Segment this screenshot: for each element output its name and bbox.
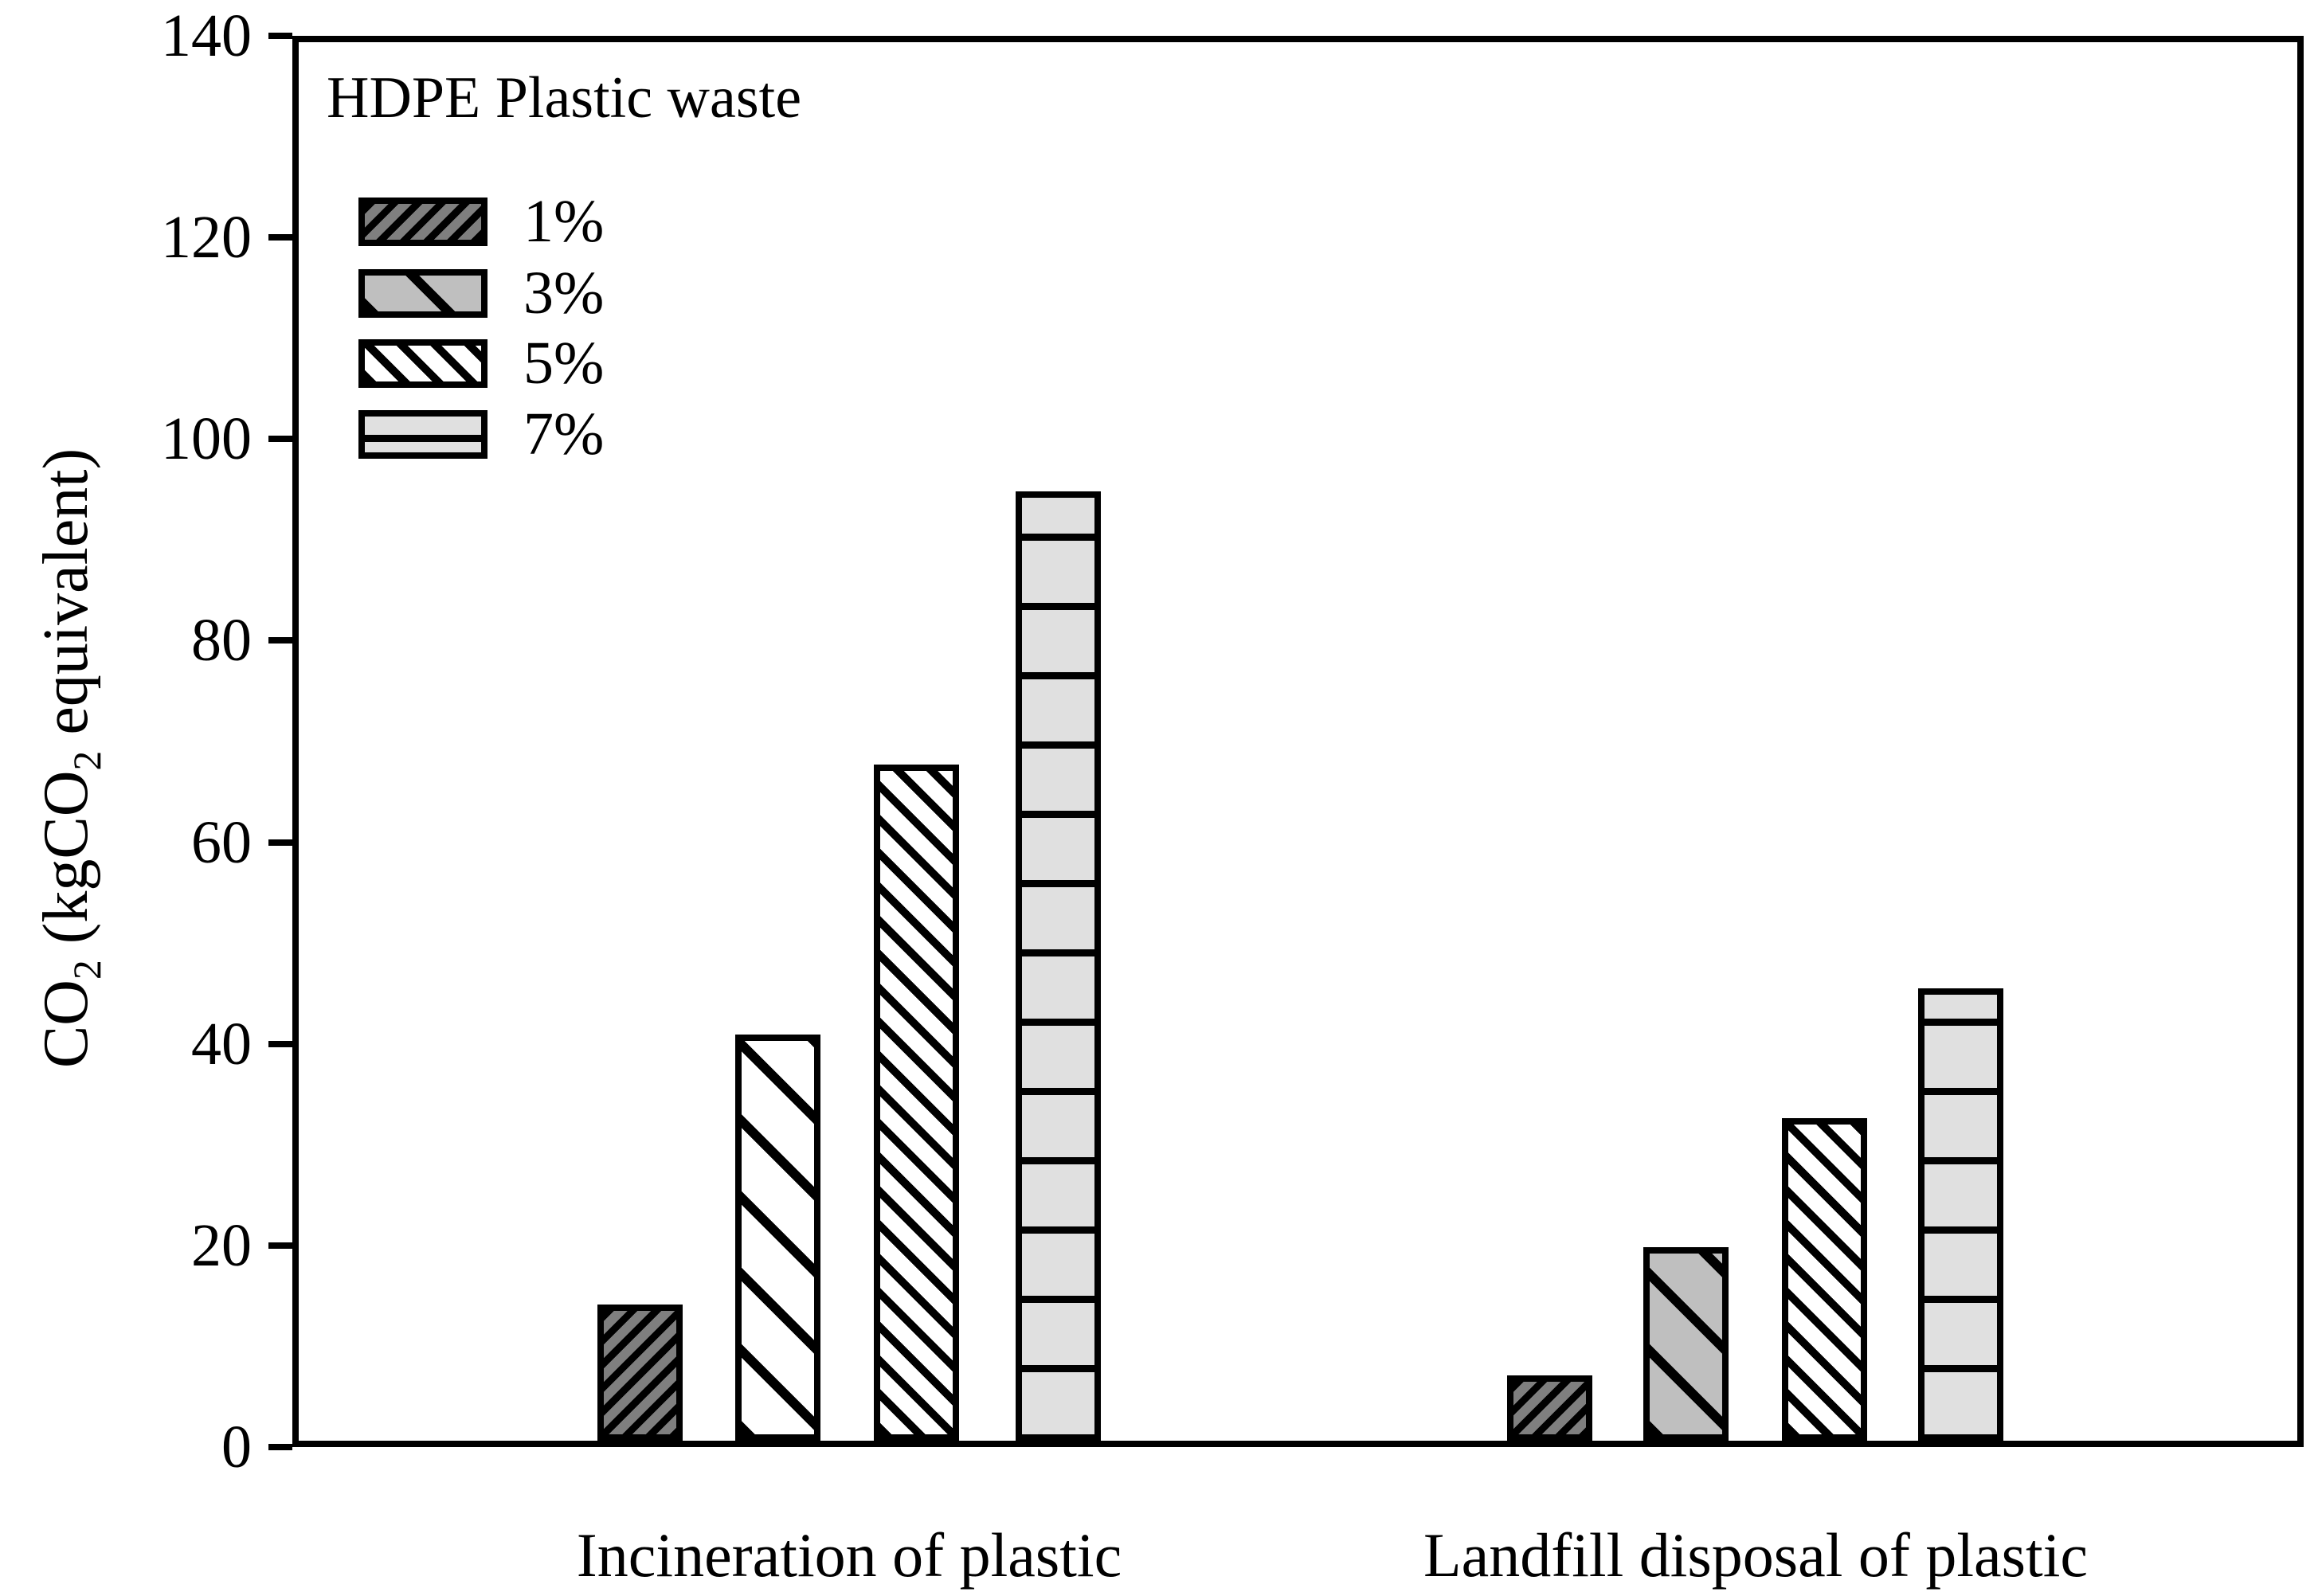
y-axis-tick: [268, 1040, 292, 1047]
legend-title: HDPE Plastic waste: [327, 65, 802, 131]
bar-1pct-category-0: [597, 1305, 683, 1441]
x-axis-category-label: Landfill disposal of plastic: [1423, 1520, 2089, 1590]
y-axis-tick-label: 140: [161, 2, 252, 69]
y-axis-tick-label: 20: [191, 1211, 252, 1279]
legend-label: 7%: [523, 401, 605, 467]
y-axis-tick-label: 80: [191, 607, 252, 675]
y-axis-tick-label: 60: [191, 808, 252, 876]
legend-swatch-7pct-icon: [358, 410, 487, 459]
x-axis-category-label: Incineration of plastic: [576, 1520, 1122, 1590]
legend-label: 3%: [523, 260, 605, 327]
bar-7pct-category-1: [1918, 988, 2003, 1441]
bar-3pct-category-0: [735, 1035, 820, 1441]
y-axis-tick: [268, 1242, 292, 1249]
y-axis-title: CO2 (kgCO2 equivalent): [30, 448, 110, 1068]
legend-swatch-1pct-icon: [358, 198, 487, 246]
bar-7pct-category-0: [1016, 491, 1101, 1441]
legend-swatch-5pct-icon: [358, 339, 487, 388]
legend-label: 5%: [523, 330, 605, 397]
bar-1pct-category-1: [1507, 1375, 1592, 1441]
y-axis-tick: [268, 234, 292, 241]
legend-label: 1%: [523, 188, 605, 255]
y-axis-tick-label: 100: [161, 405, 252, 473]
y-axis-tick: [268, 1444, 292, 1450]
y-axis-tick-label: 120: [161, 204, 252, 272]
y-axis-tick: [268, 839, 292, 846]
bar-3pct-category-1: [1643, 1247, 1729, 1441]
plot-area: HDPE Plastic waste 1% 3% 5% 7%: [299, 42, 2297, 1441]
y-axis-tick: [268, 33, 292, 39]
y-axis-tick-label: 40: [191, 1010, 252, 1078]
y-axis-tick: [268, 436, 292, 443]
y-axis-tick: [268, 637, 292, 644]
chart-frame: HDPE Plastic waste 1% 3% 5% 7%: [292, 36, 2304, 1447]
y-axis-title-text: equivalent): [31, 448, 101, 751]
bar-5pct-category-1: [1782, 1118, 1867, 1441]
y-axis-tick-label: 0: [221, 1414, 252, 1481]
y-axis-title-subscript: 2: [65, 960, 109, 980]
bar-5pct-category-0: [874, 765, 959, 1441]
legend-swatch-3pct-icon: [358, 269, 487, 318]
y-axis-title-subscript: 2: [65, 750, 109, 771]
